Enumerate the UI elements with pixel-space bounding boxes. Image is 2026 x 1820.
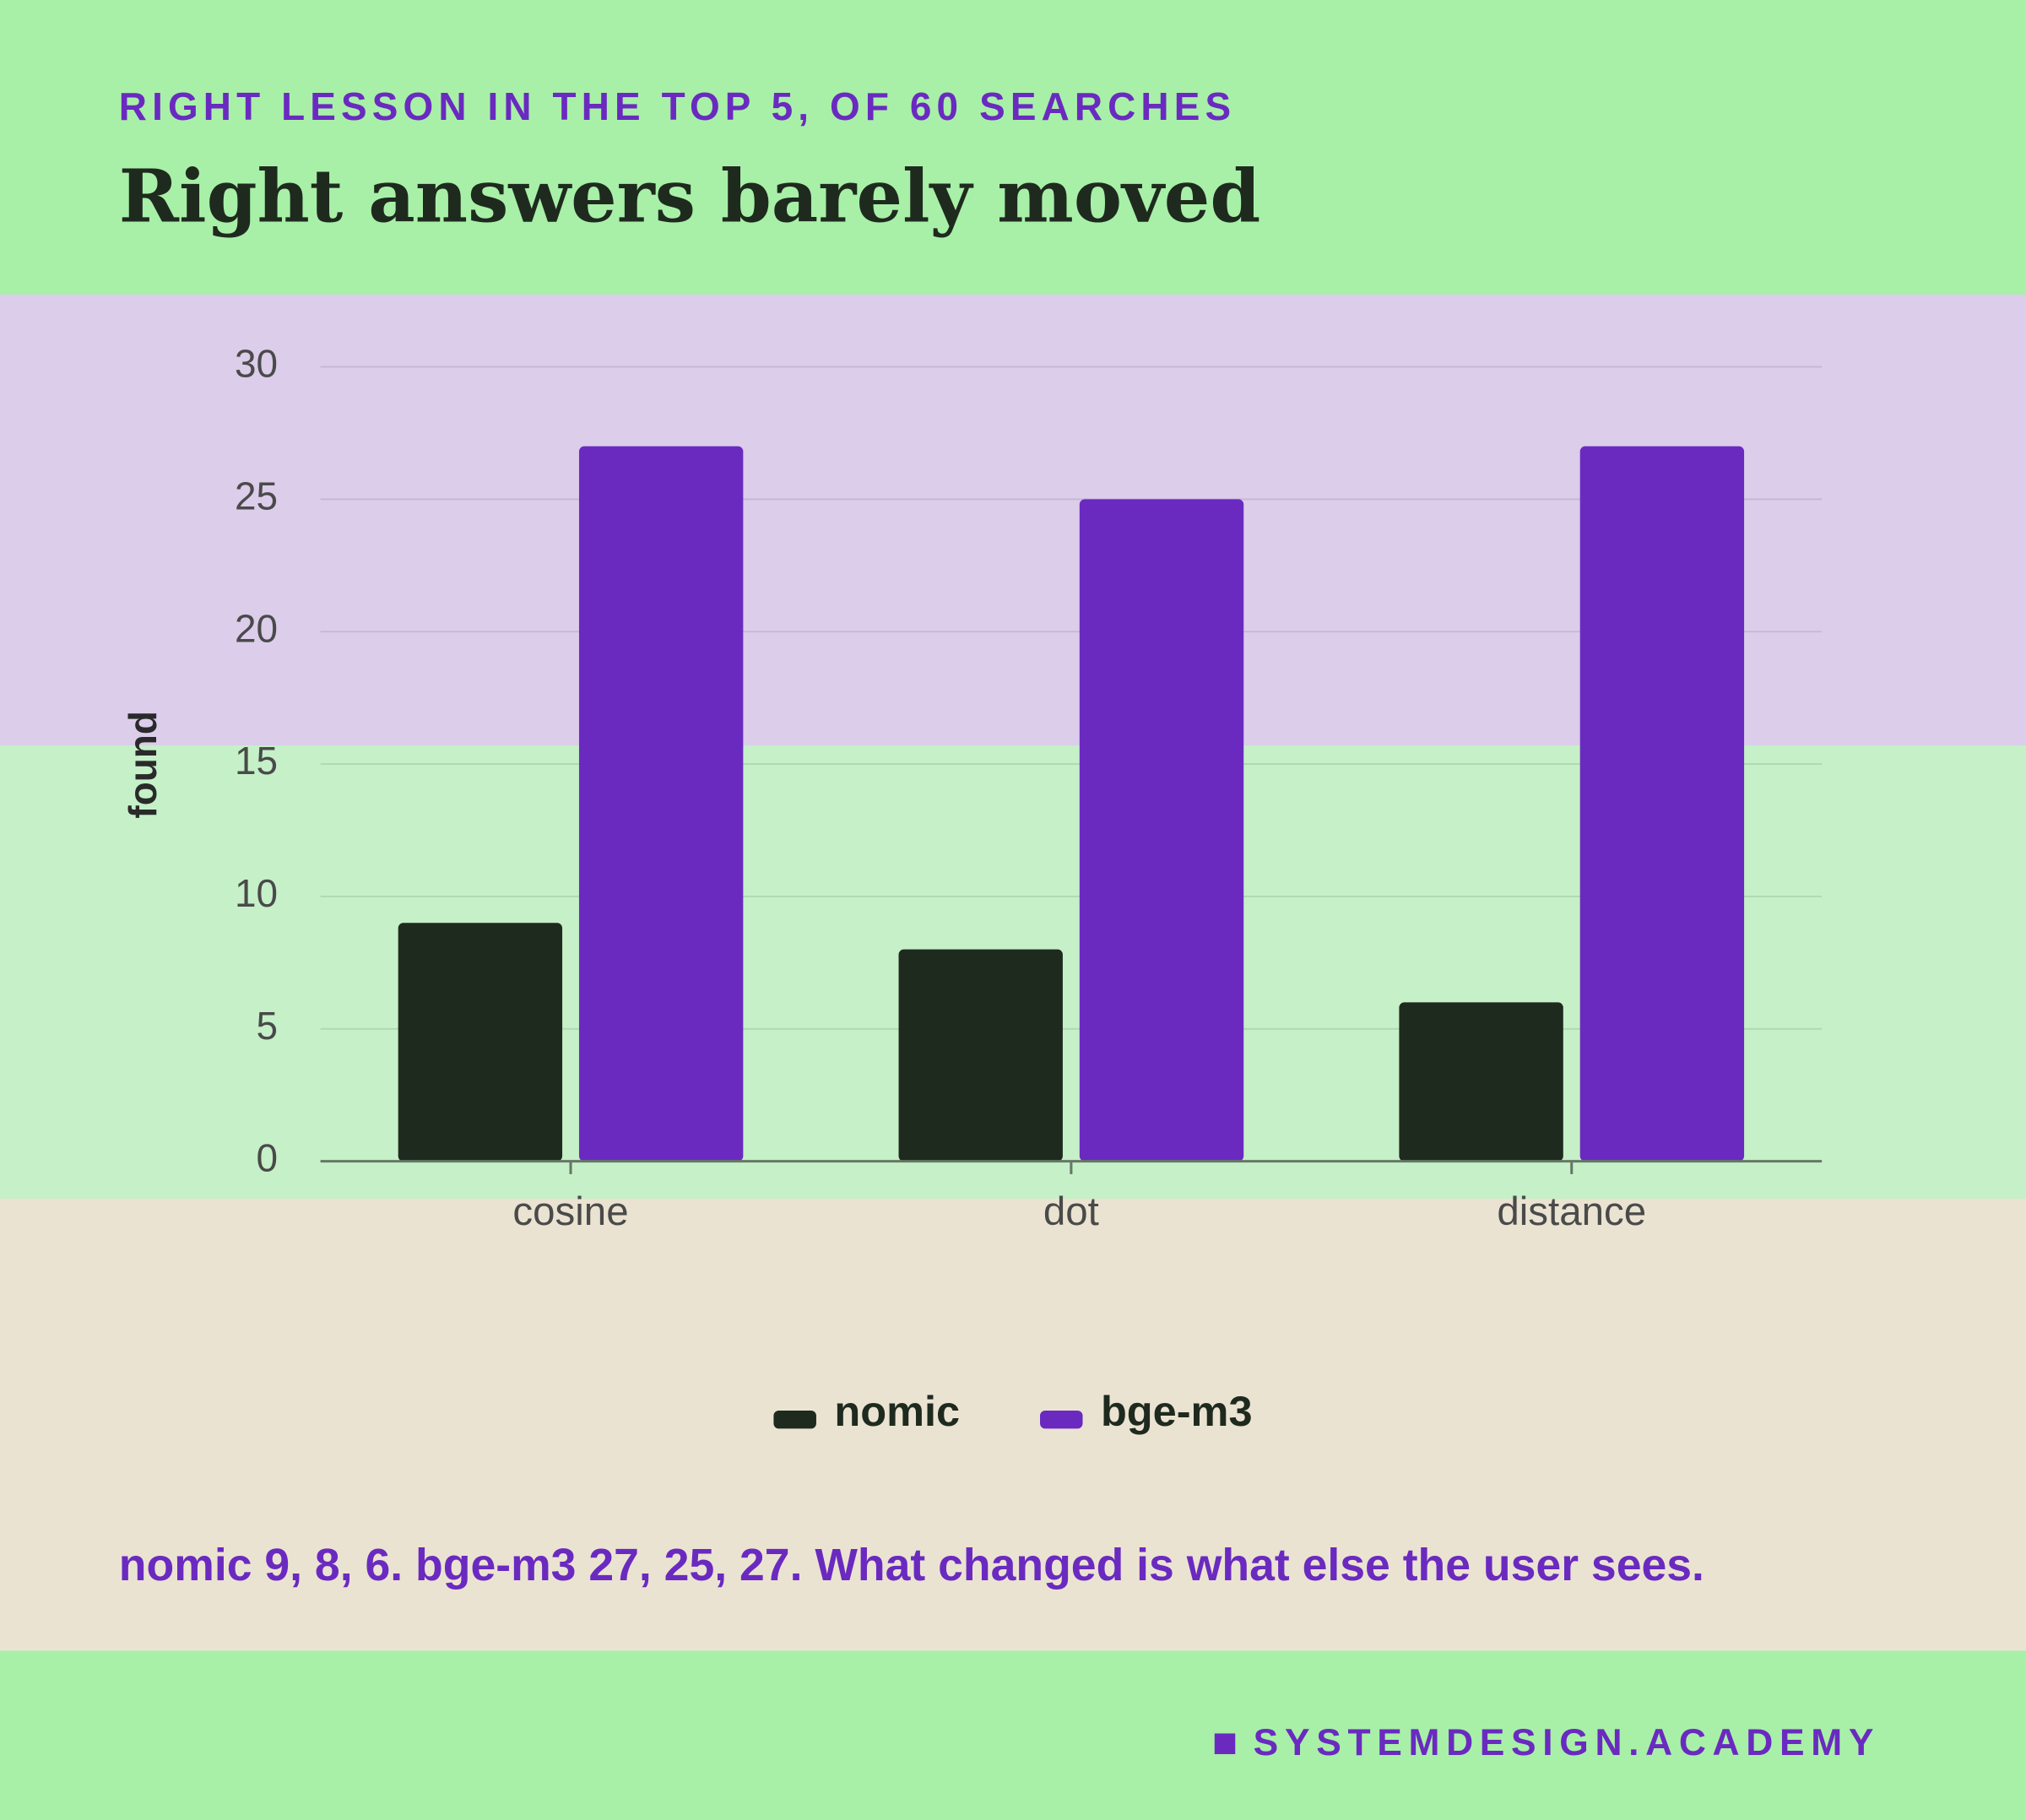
x-tick-label: cosine: [512, 1189, 628, 1234]
y-tick-label: 10: [235, 871, 278, 915]
y-tick-label: 15: [235, 739, 278, 783]
legend-label: bge-m3: [1101, 1387, 1253, 1435]
legend-swatch: [1040, 1410, 1083, 1429]
legend-label: nomic: [834, 1387, 960, 1435]
footer: SYSTEMDESIGN.ACADEMY: [1254, 1722, 1880, 1763]
bar: [1399, 1002, 1563, 1162]
chart-subtitle: RIGHT LESSON IN THE TOP 5, OF 60 SEARCHE…: [119, 84, 1236, 128]
bar: [398, 923, 563, 1162]
legend-swatch: [773, 1410, 816, 1429]
chart-title: Right answers barely moved: [119, 155, 1260, 240]
x-tick-label: dot: [1043, 1189, 1099, 1234]
bar: [898, 949, 1063, 1162]
header-band: [0, 0, 2026, 295]
footer-icon: [1214, 1733, 1236, 1754]
y-tick-label: 30: [235, 342, 278, 386]
bar: [1079, 499, 1244, 1162]
y-tick-label: 20: [235, 606, 278, 650]
y-tick-label: 5: [257, 1004, 279, 1048]
y-tick-label: 25: [235, 474, 278, 518]
band-beige: [0, 1198, 2026, 1651]
bar: [578, 446, 744, 1162]
annotation: nomic 9, 8, 6. bge-m3 27, 25, 27. What c…: [119, 1541, 1704, 1590]
bar: [1579, 446, 1745, 1162]
x-tick-label: distance: [1497, 1189, 1646, 1234]
y-tick-label: 0: [257, 1136, 279, 1180]
y-axis-label: found: [121, 711, 165, 818]
footer-band: [0, 1650, 2026, 1820]
